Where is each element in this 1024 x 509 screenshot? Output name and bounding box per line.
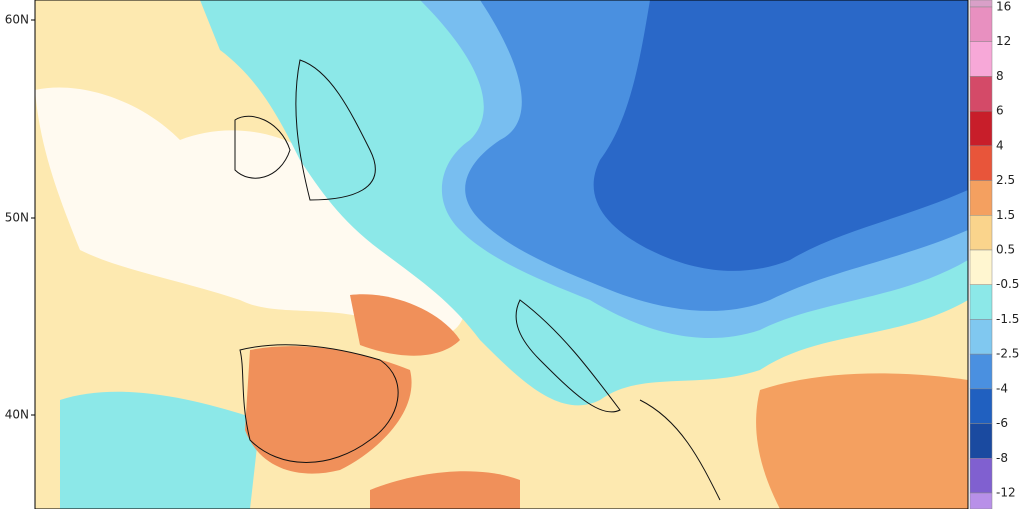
- colorbar-swatch: [969, 492, 993, 509]
- colorbar-label: -1.5: [996, 312, 1019, 326]
- colorbar-label: 2.5: [996, 173, 1015, 187]
- colorbar-label: -8: [996, 451, 1008, 465]
- very-cold-anomaly: [593, 0, 968, 271]
- warm-anomaly: [245, 346, 412, 474]
- warm-anomaly: [756, 373, 968, 509]
- warm-anomaly: [370, 471, 520, 509]
- colorbar-label: -4: [996, 381, 1008, 395]
- warm-anomaly: [350, 294, 460, 356]
- lat-label: 60N: [5, 13, 29, 27]
- colorbar-swatch: [969, 110, 993, 147]
- colorbar-swatch: [969, 76, 993, 112]
- colorbar-swatch: [969, 458, 993, 494]
- colorbar-label: 16: [996, 0, 1011, 14]
- colorbar-swatch: [969, 41, 993, 77]
- lat-label: 50N: [5, 211, 29, 225]
- coastlines: [234, 59, 721, 501]
- cool-anomaly: [60, 391, 260, 509]
- colorbar-swatch: [969, 145, 993, 181]
- map-frame: [34, 0, 969, 509]
- colorbar-swatch: [969, 215, 993, 251]
- colorbar-label: -2.5: [996, 347, 1019, 361]
- colorbar: 16 12 8 6 4 2.5 1.5 0.5 -0.5 -1.5 -2.5 -4 -6 -8 -12: [969, 0, 1019, 509]
- colorbar-swatch: [969, 423, 993, 459]
- colorbar-label: -6: [996, 416, 1008, 430]
- colorbar-swatch: [969, 249, 993, 285]
- colorbar-swatch: [969, 0, 993, 8]
- colorbar-label: 6: [996, 104, 1004, 118]
- colorbar-swatch: [969, 319, 993, 355]
- neutral-area: [35, 87, 466, 338]
- colorbar-label: -0.5: [996, 277, 1019, 291]
- colorbar-label: 0.5: [996, 243, 1015, 257]
- colorbar-swatch: [969, 6, 993, 42]
- colorbar-label: 1.5: [996, 208, 1015, 222]
- colorbar-swatch: [969, 284, 993, 320]
- colorbar-swatch: [969, 353, 993, 390]
- colorbar-swatch: [969, 388, 993, 424]
- lat-label: 40N: [5, 408, 29, 422]
- colorbar-label: 8: [996, 69, 1004, 83]
- map-area: [35, 0, 968, 509]
- colorbar-label: 4: [996, 138, 1004, 152]
- colorbar-label: 12: [996, 34, 1011, 48]
- latitude-axis: 60N 50N 40N: [5, 13, 35, 422]
- colorbar-swatch: [969, 180, 993, 216]
- colorbar-label: -12: [996, 486, 1016, 500]
